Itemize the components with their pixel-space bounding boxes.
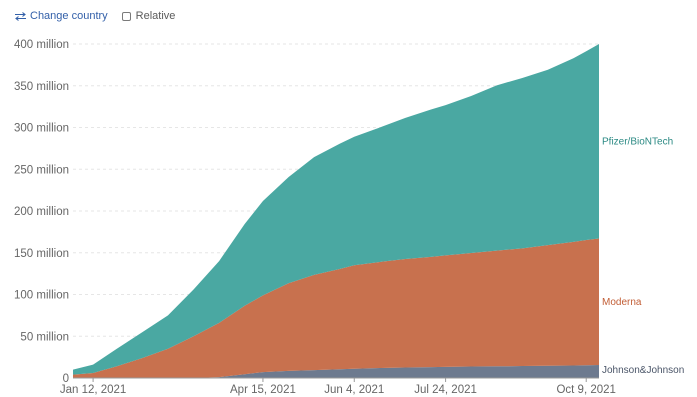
y-tick-label: 0 — [63, 373, 69, 385]
y-tick-label: 150 million — [14, 248, 69, 260]
y-tick-label: 50 million — [20, 331, 69, 343]
series-label-pfizer-biontech: Pfizer/BioNTech — [602, 136, 673, 147]
relative-checkbox[interactable] — [121, 11, 131, 21]
area-moderna — [73, 238, 599, 378]
y-tick-label: 250 million — [14, 164, 69, 176]
relative-label: Relative — [135, 10, 176, 22]
x-tick-label: Jul 24, 2021 — [414, 384, 477, 396]
x-tick-label: Apr 15, 2021 — [230, 384, 296, 396]
y-tick-label: 200 million — [14, 206, 69, 218]
y-tick-label: 400 million — [14, 39, 69, 51]
x-tick-label: Oct 9, 2021 — [556, 384, 615, 396]
change-country-button[interactable]: Change country — [14, 10, 108, 22]
x-tick-label: Jan 12, 2021 — [60, 384, 127, 396]
series-label-johnson-johnson: Johnson&Johnson — [602, 365, 684, 376]
y-tick-label: 350 million — [14, 81, 69, 93]
relative-toggle[interactable]: Relative — [121, 10, 176, 22]
area-johnson-johnson — [73, 365, 599, 378]
y-tick-label: 100 million — [14, 290, 69, 302]
series-label-moderna: Moderna — [602, 297, 642, 308]
chart-controls: Change country Relative — [14, 10, 175, 22]
change-country-label: Change country — [30, 10, 108, 22]
area-pfizer-biontech — [73, 44, 599, 375]
y-tick-label: 300 million — [14, 123, 69, 135]
swap-arrows-icon — [15, 11, 26, 21]
x-tick-label: Jun 4, 2021 — [324, 384, 384, 396]
